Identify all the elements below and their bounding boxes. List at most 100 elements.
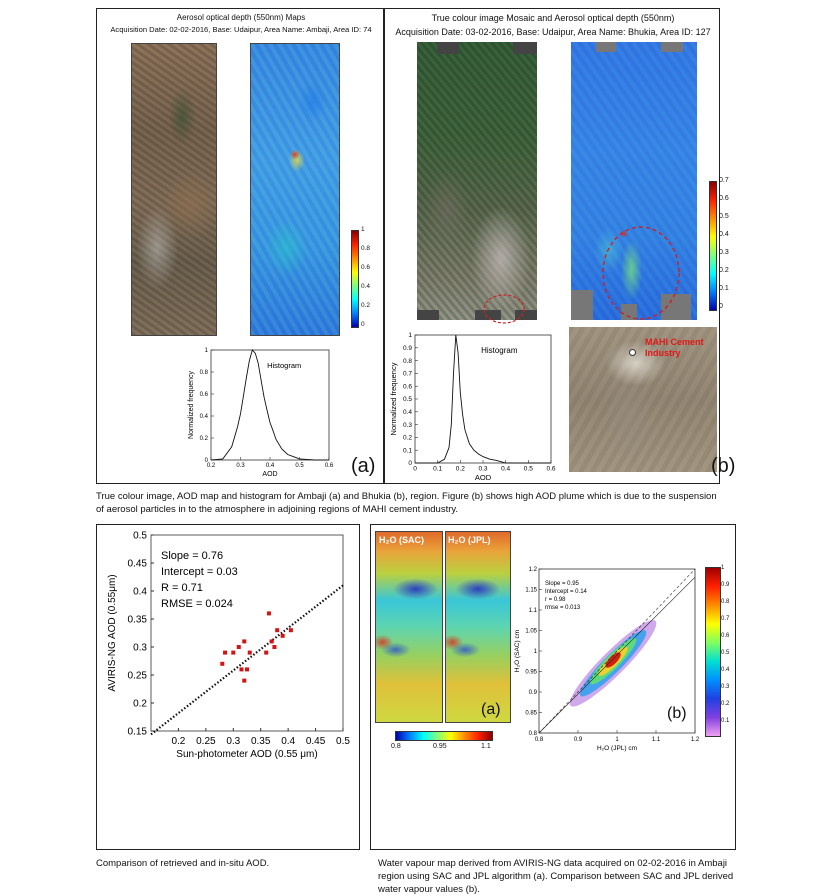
fit-line: [538, 576, 696, 734]
y-tick-label: 0.7: [403, 371, 412, 378]
colorbar-b-tick: 0.4: [719, 231, 729, 238]
density-tick: 0.9: [721, 582, 730, 588]
y-tick-label: 0.4: [200, 414, 209, 420]
colorbar-b-tick: 0.3: [719, 249, 729, 256]
colorbar-b-tick: 0.6: [719, 195, 729, 202]
y-tick-label: 1.2: [529, 567, 538, 573]
density-tick: 0.6: [721, 633, 730, 639]
panel-a: Aerosol optical depth (550nm) Maps Acqui…: [96, 8, 384, 484]
histogram-line: [210, 349, 329, 461]
y-axis-label: Normalized frequency: [188, 370, 195, 439]
y-tick-label: 0.85: [525, 711, 537, 717]
x-tick-label: 0.4: [266, 463, 275, 469]
water-vapour-caption: Water vapour map derived from AVIRIS-NG …: [378, 858, 734, 895]
strip-label-sac: H₂O (SAC): [379, 535, 424, 545]
stat-line: Intercept = 0.14: [545, 589, 588, 595]
panel-letter-a: (a): [351, 455, 376, 477]
y-tick-label: 0.6: [200, 392, 209, 398]
y-tick-label: 1: [534, 649, 538, 655]
x-tick-label: 1.2: [691, 737, 700, 743]
density-tick: 0.5: [721, 650, 730, 656]
y-tick-label: 0.5: [133, 531, 147, 542]
colorbar-b-ticks: 0.7 0.6 0.5 0.4 0.3 0.2 0.1 0: [719, 177, 739, 317]
y-tick-label: 1: [408, 332, 412, 339]
density-cloud: [569, 620, 657, 707]
x-tick-label: 0.5: [295, 463, 304, 469]
x-tick-label: 0.45: [306, 736, 326, 747]
x-tick-label: 0.2: [171, 736, 185, 747]
plume-highlight-right: [602, 226, 680, 320]
stat-line: Slope = 0.95: [545, 581, 580, 587]
y-tick-label: 0.9: [403, 345, 412, 352]
x-tick-label: 0.5: [336, 736, 350, 747]
density-tick: 0.2: [721, 701, 730, 707]
colorbar-a-tick: 0.4: [361, 283, 371, 290]
x-tick-label: 0.2: [207, 463, 216, 469]
x-axis-label: H₂O (JPL) cm: [597, 745, 637, 752]
h2o-jpl-map: [445, 531, 511, 723]
x-tick-label: 0.5: [524, 466, 533, 473]
colorbar-b: [709, 181, 717, 311]
true-colour-image-ambaji: [131, 43, 217, 336]
density-tick: 0.4: [721, 667, 730, 673]
data-point: [236, 645, 241, 649]
stat-line: Intercept = 0.03: [161, 566, 238, 578]
y-tick-label: 0.8: [403, 358, 412, 365]
x-tick-label: 0.9: [574, 737, 583, 743]
data-point: [280, 633, 285, 638]
y-tick-label: 0.4: [403, 409, 412, 416]
stat-line: r = 0.98: [545, 597, 566, 603]
panel-a-subtitle: Acquisition Date: 02-02-2016, Base: Udai…: [110, 25, 372, 34]
data-point: [269, 639, 274, 644]
y-axis-label: AVIRIS-NG AOD (0.55μm): [107, 574, 118, 691]
panel-letter-water-b: (b): [667, 705, 687, 722]
panel-b-subtitle: Acquisition Date: 03-02-2016, Base: Udai…: [395, 27, 711, 37]
y-tick-label: 0.1: [403, 447, 412, 454]
histogram-bhukia: 0 0.1 0.2 0.3 0.4 0.5 0.6 0 0.1 0.2 0.3 0.4 0.5 0.6 0.…: [389, 332, 556, 482]
stat-line: Slope = 0.76: [161, 550, 223, 562]
x-tick-label: 0.3: [236, 463, 245, 469]
density-tick: 1: [721, 565, 725, 571]
y-tick-label: 0.2: [133, 699, 147, 710]
panel-letter-b: (b): [711, 455, 736, 477]
y-tick-label: 0.2: [403, 435, 412, 442]
x-tick-label: 1: [615, 737, 619, 743]
x-axis-label: AOD: [262, 471, 277, 478]
x-tick-label: 0.1: [433, 466, 442, 473]
y-tick-label: 0.2: [200, 436, 209, 442]
y-tick-label: 1: [205, 348, 209, 354]
y-tick-label: 0.5: [403, 396, 412, 403]
y-tick-label: 0: [205, 458, 209, 464]
y-tick-label: 0.9: [529, 690, 538, 696]
strip-label-jpl: H₂O (JPL): [448, 535, 491, 545]
aod-scatter-plot: 0.2 0.25 0.3 0.35 0.4 0.45 0.5 0.15 0.2 0.25 0.3 0.…: [107, 531, 350, 761]
one-to-one-line: [538, 568, 696, 734]
y-tick-label: 0.3: [133, 643, 147, 654]
aod-map-ambaji: [250, 43, 340, 336]
data-point: [288, 628, 293, 633]
colorbar-a-tick: 0.2: [361, 302, 371, 309]
y-tick-label: 0.8: [200, 370, 209, 376]
x-tick-label: 0.4: [281, 736, 295, 747]
y-tick-label: 0.8: [529, 731, 538, 737]
x-tick-label: 0.3: [478, 466, 487, 473]
colorbar-b-tick: 0.2: [719, 267, 729, 274]
data-point: [272, 645, 277, 649]
data-point: [264, 650, 269, 655]
y-tick-label: 0.35: [128, 615, 148, 626]
y-tick-label: 1.15: [525, 588, 537, 594]
x-tick-label: 0.4: [501, 466, 510, 473]
y-tick-label: 0.95: [525, 670, 537, 676]
density-tick: 0.7: [721, 616, 730, 622]
colorbar-a-tick: 0.6: [361, 264, 371, 271]
data-point: [266, 611, 271, 616]
colorbar-b-tick: 0.5: [719, 213, 729, 220]
colorbar-b-tick: 0.7: [719, 177, 729, 184]
y-tick-label: 0.3: [403, 422, 412, 429]
data-point: [223, 650, 228, 655]
data-point: [247, 650, 252, 655]
y-axis-label: Normalized frequency: [389, 362, 398, 435]
histogram-ambaji: 0.2 0.3 0.4 0.5 0.600.20.40.60.81HistogramAO…: [188, 348, 334, 478]
density-tick: 0.8: [721, 599, 730, 605]
y-tick-label: 1.1: [529, 608, 538, 614]
